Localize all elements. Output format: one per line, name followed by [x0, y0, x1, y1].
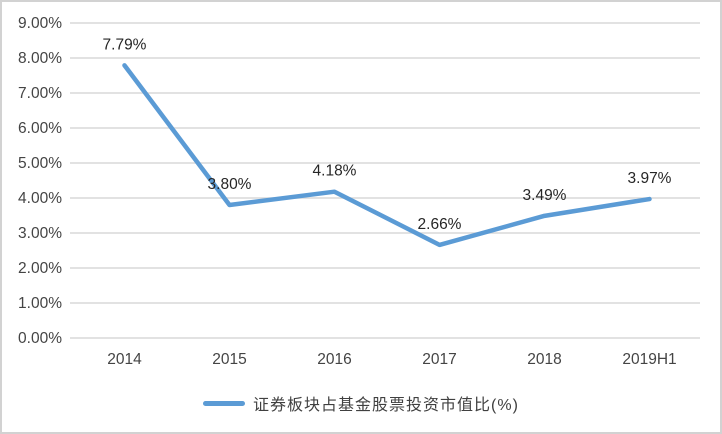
- y-axis-tick-label: 0.00%: [18, 330, 62, 347]
- x-axis-label: 2015: [212, 351, 246, 368]
- legend-line-marker: [203, 400, 246, 406]
- x-axis-label: 2018: [527, 351, 561, 368]
- line-chart-plot: 9.00% 8.00% 7.00% 6.00% 5.00% 4.00% 3.00% 2.00%…: [18, 15, 700, 368]
- legend-label: 证券板块占基金股票投资市值比(%): [253, 397, 519, 414]
- y-axis-tick-label: 9.00%: [18, 15, 62, 32]
- x-axis-label: 2014: [107, 351, 142, 368]
- y-axis-tick-label: 3.00%: [18, 225, 62, 242]
- data-point-label: 7.79%: [103, 36, 147, 53]
- data-point-label: 4.18%: [313, 163, 357, 180]
- y-axis-tick-label: 8.00%: [18, 50, 62, 67]
- data-point-label: 3.49%: [523, 187, 567, 204]
- y-axis-tick-label: 6.00%: [18, 120, 62, 137]
- x-axis-label: 2017: [422, 351, 456, 368]
- data-point-label: 3.80%: [208, 176, 252, 193]
- y-axis-tick-label: 4.00%: [18, 190, 62, 207]
- trend-line: [122, 63, 652, 248]
- y-axis-tick-label: 5.00%: [18, 155, 62, 172]
- y-axis-tick-label: 1.00%: [18, 295, 62, 312]
- x-axis-label: 2016: [317, 351, 351, 368]
- y-axis-tick-label: 7.00%: [18, 85, 62, 102]
- data-point-label: 2.66%: [418, 216, 462, 233]
- y-axis-tick-label: 2.00%: [18, 260, 62, 277]
- chart-legend: 证券板块占基金股票投资市值比(%): [2, 391, 720, 415]
- x-axis-label: 2019H1: [622, 351, 676, 368]
- data-point-label: 3.97%: [628, 170, 672, 187]
